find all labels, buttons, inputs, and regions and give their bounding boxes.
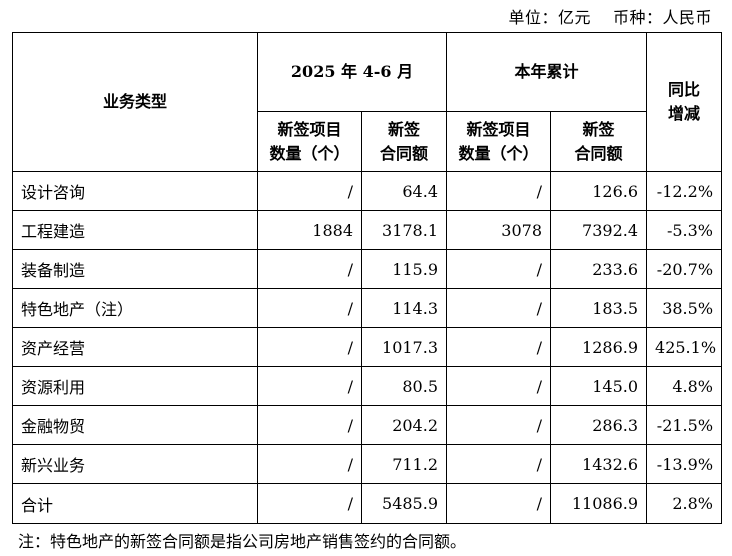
category-cell: 合计 [12,483,258,524]
q-amount-cell: 711.2 [361,444,447,484]
ytd-amount-cell: 233.6 [549,249,648,289]
header-period-ytd: 本年累计 [445,32,648,112]
q-amount-cell: 64.4 [361,171,447,211]
q-amount-cell: 114.3 [361,288,447,328]
header-ytd-amount: 新签 合同额 [549,111,648,172]
unit-line: 单位：亿元 币种：人民币 [508,6,712,30]
table-row: 工程建造 1884 3178.1 3078 7392.4 -5.3% [12,210,723,250]
header-yoy: 同比 增减 [646,32,723,172]
q-amount-cell: 80.5 [361,366,447,406]
ytd-amount-cell: 126.6 [549,171,648,211]
yoy-cell: 4.8% [646,366,723,406]
header-period-current: 2025 年 4-6 月 [257,32,447,112]
yoy-cell: -13.9% [646,444,723,484]
header-ytd-count: 新签项目 数量（个） [446,111,551,172]
table-row: 金融物贸/204.2/286.3 -21.5% [12,405,723,445]
q-amount-cell: 1017.3 [361,327,447,367]
category-cell: 资源利用 [12,366,258,406]
ytd-count-cell: / [446,483,551,524]
q-amount-cell: 204.2 [361,405,447,445]
ytd-amount-cell: 286.3 [549,405,648,445]
yoy-cell: 2.8% [646,483,723,524]
table-row: 特色地产（注）/114.3/183.5 38.5% [12,288,723,328]
header-q-amount: 新签 合同额 [361,111,447,172]
q-count-cell: / [257,366,362,406]
ytd-count-cell: / [446,366,551,406]
yoy-cell: -5.3% [646,210,723,250]
table-row: 资产经营/1017.3/1286.9 425.1% [12,327,723,367]
yoy-cell: -20.7% [646,249,723,289]
ytd-amount-cell: 11086.9 [549,483,648,524]
category-cell: 设计咨询 [12,171,258,211]
q-count-cell: / [257,249,362,289]
ytd-count-cell: / [446,444,551,484]
q-amount-cell: 5485.9 [361,483,447,524]
ytd-amount-cell: 183.5 [549,288,648,328]
category-cell: 金融物贸 [12,405,258,445]
q-count-cell: / [257,327,362,367]
category-cell: 工程建造 [12,210,258,250]
q-count-cell: / [257,288,362,328]
contracts-table: 业务类型 2025 年 4-6 月 本年累计 同比 增减 新签项目 数量（个） … [12,32,723,524]
header-q-count: 新签项目 数量（个） [257,111,362,172]
category-cell: 特色地产（注） [12,288,258,328]
yoy-cell: -21.5% [646,405,723,445]
yoy-cell: 425.1% [646,327,723,367]
q-count-cell: / [257,405,362,445]
header-business-type: 业务类型 [12,32,258,172]
currency-label: 币种：人民币 [612,8,712,27]
q-amount-cell: 3178.1 [361,210,447,250]
category-cell: 新兴业务 [12,444,258,484]
category-cell: 装备制造 [12,249,258,289]
q-amount-cell: 115.9 [361,249,447,289]
table-body: 设计咨询/64.4/126.6 -12.2% 工程建造 1884 3178.1 3078 7… [12,171,723,524]
unit-label: 单位：亿元 [508,8,591,27]
ytd-count-cell: / [446,249,551,289]
q-count-cell: 1884 [257,210,362,250]
category-cell: 资产经营 [12,327,258,367]
ytd-count-cell: / [446,405,551,445]
table-row: 新兴业务/711.2/1432.6 -13.9% [12,444,723,484]
total-row: 合计/5485.9/11086.9 2.8% [12,483,723,524]
ytd-amount-cell: 1432.6 [549,444,648,484]
ytd-amount-cell: 1286.9 [549,327,648,367]
yoy-cell: -12.2% [646,171,723,211]
ytd-amount-cell: 145.0 [549,366,648,406]
ytd-amount-cell: 7392.4 [549,210,648,250]
footnote: 注：特色地产的新签合同额是指公司房地产销售签约的合同额。 [18,532,467,551]
q-count-cell: / [257,483,362,524]
ytd-count-cell: 3078 [446,210,551,250]
yoy-cell: 38.5% [646,288,723,328]
ytd-count-cell: / [446,171,551,211]
q-count-cell: / [257,171,362,211]
ytd-count-cell: / [446,288,551,328]
table-row: 装备制造/115.9/233.6 -20.7% [12,249,723,289]
q-count-cell: / [257,444,362,484]
table-row: 资源利用/80.5/145.0 4.8% [12,366,723,406]
table-row: 设计咨询/64.4/126.6 -12.2% [12,171,723,211]
ytd-count-cell: / [446,327,551,367]
